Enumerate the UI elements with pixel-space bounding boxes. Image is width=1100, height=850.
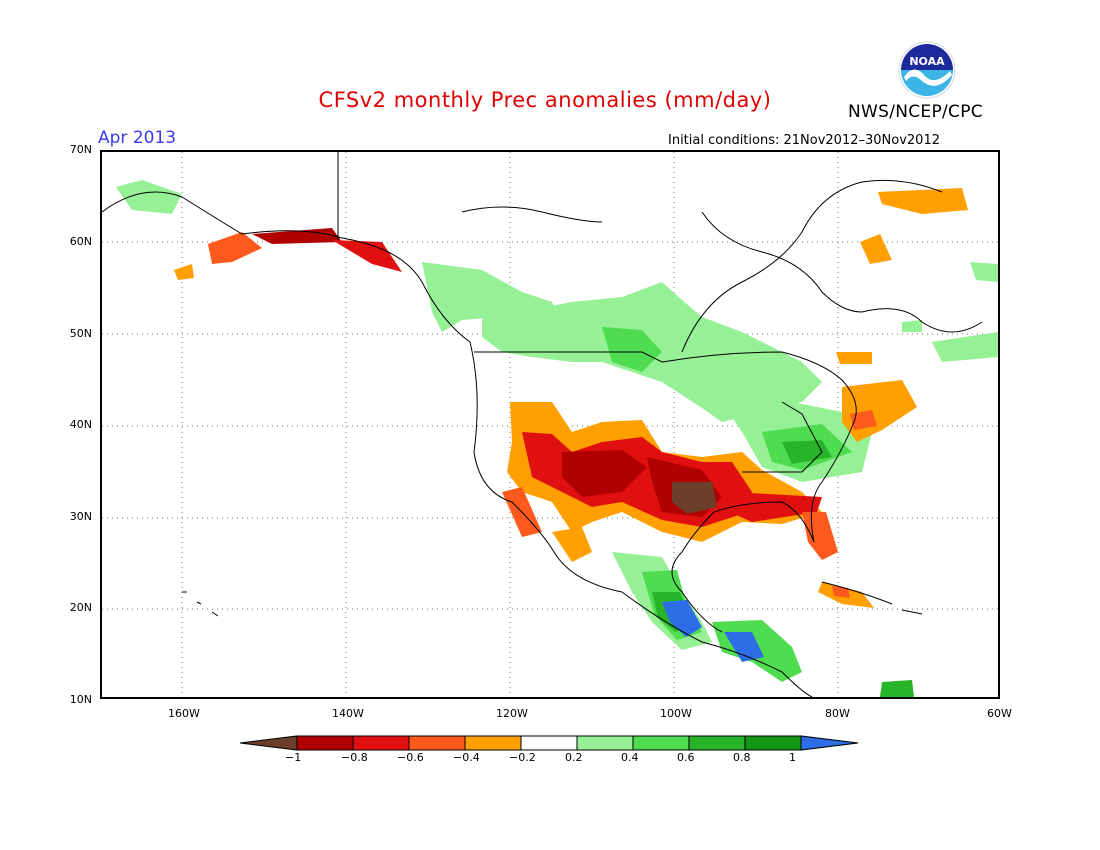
colorbar-tick-label: −0.6 [397,751,424,764]
colorbar-low-arrow [240,735,298,751]
lon-label-120w: 120W [496,707,528,720]
logo-text: NOAA [909,55,945,68]
lat-label-50n: 50N [69,327,92,340]
lat-label-70n: 70N [69,143,92,156]
lon-label-60w: 60W [987,707,1012,720]
noaa-logo: NOAA [898,41,956,99]
colorbar-tick-label: 0.2 [565,751,583,764]
colorbar-tick-label: −0.8 [341,751,368,764]
anomaly-fields [116,180,998,697]
colorbar [240,735,859,751]
colorbar-segment [576,735,634,751]
colorbar-tick-label: 0.6 [677,751,695,764]
colorbar-high-arrow [800,735,859,751]
colorbar-segment [352,735,410,751]
lon-label-100w: 100W [660,707,692,720]
colorbar-tick-label: −1 [285,751,302,764]
colorbar-segment [520,735,578,751]
colorbar-segment [464,735,522,751]
lat-label-30n: 30N [69,510,92,523]
lat-label-60n: 60N [69,235,92,248]
colorbar-tick-label: 0.4 [621,751,639,764]
initial-conditions-label: Initial conditions: 21Nov2012–30Nov2012 [668,133,940,148]
lon-label-160w: 160W [168,707,200,720]
precip-anomaly-map [102,152,998,697]
coastlines [102,152,983,697]
lat-label-10n: 10N [69,693,92,706]
colorbar-tick-label: 0.8 [733,751,751,764]
colorbar-tick-label: −0.4 [453,751,480,764]
lon-label-80w: 80W [825,707,850,720]
month-label: Apr 2013 [98,128,177,148]
colorbar-segment [296,735,354,751]
map-title: CFSv2 monthly Prec anomalies (mm/day) [318,88,772,112]
colorbar-tick-label: 1 [789,751,796,764]
lon-label-140w: 140W [332,707,364,720]
lat-label-40n: 40N [69,418,92,431]
colorbar-segment [632,735,690,751]
agency-label: NWS/NCEP/CPC [848,102,983,122]
colorbar-tick-label: −0.2 [509,751,536,764]
map-frame [100,150,1000,699]
lat-label-20n: 20N [69,601,92,614]
colorbar-segment [688,735,746,751]
colorbar-segment [744,735,802,751]
colorbar-segment [408,735,466,751]
